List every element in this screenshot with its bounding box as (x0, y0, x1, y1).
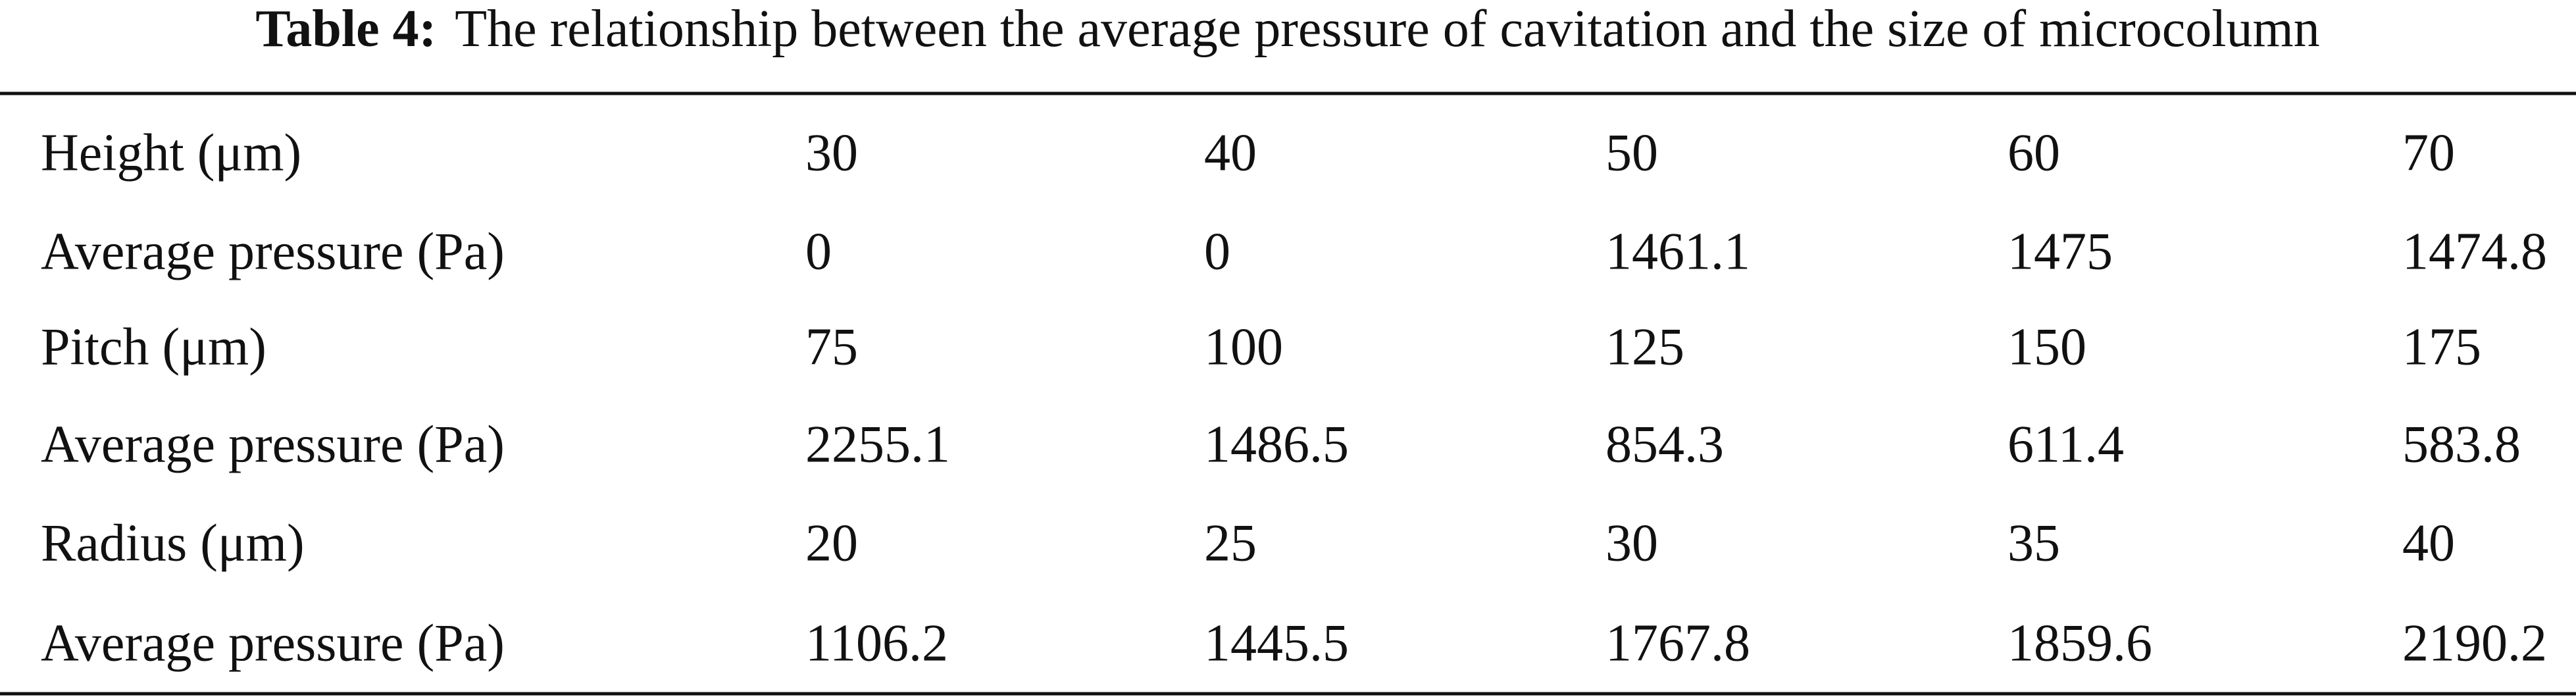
row-label: Average pressure (Pa) (41, 415, 505, 473)
table-cell: 25 (1204, 514, 1257, 572)
row-label: Average pressure (Pa) (41, 222, 505, 280)
table-cell: 1474.8 (2402, 222, 2547, 280)
table-cell: 0 (805, 222, 832, 280)
table-cell: 854.3 (1605, 415, 1724, 473)
table-cell: 175 (2402, 318, 2481, 376)
table-cell: 2255.1 (805, 415, 950, 473)
table-cell: 1475 (2008, 222, 2113, 280)
table-cell: 125 (1605, 318, 1684, 376)
table-cell: 20 (805, 514, 858, 572)
row-label: Radius (μm) (41, 514, 305, 572)
table-cell: 60 (2008, 124, 2060, 182)
table-cell: 1859.6 (2008, 614, 2152, 672)
table-cell: 1461.1 (1605, 222, 1750, 280)
table-cell: 75 (805, 318, 858, 376)
table-cell: 1445.5 (1204, 614, 1349, 672)
table-cell: 30 (1605, 514, 1658, 572)
table-cell: 40 (1204, 124, 1257, 182)
table-cell: 70 (2402, 124, 2455, 182)
table-cell: 583.8 (2402, 415, 2521, 473)
table-cell: 1767.8 (1605, 614, 1750, 672)
row-label: Pitch (μm) (41, 318, 266, 376)
table-caption: Table 4: The relationship between the ave… (255, 0, 2319, 58)
table-cell: 30 (805, 124, 858, 182)
table-cell: 100 (1204, 318, 1283, 376)
table-cell: 150 (2008, 318, 2086, 376)
table-cell: 0 (1204, 222, 1230, 280)
table-cell: 1486.5 (1204, 415, 1349, 473)
table-cell: 2190.2 (2402, 614, 2547, 672)
row-label: Height (μm) (41, 124, 301, 182)
table-cell: 35 (2008, 514, 2060, 572)
row-label: Average pressure (Pa) (41, 614, 505, 672)
caption-label: Table 4: (255, 0, 436, 58)
table-cell: 1106.2 (805, 614, 948, 672)
caption-text: The relationship between the average pre… (455, 0, 2319, 58)
table-cell: 611.4 (2008, 415, 2124, 473)
table-cell: 50 (1605, 124, 1658, 182)
table-cell: 40 (2402, 514, 2455, 572)
